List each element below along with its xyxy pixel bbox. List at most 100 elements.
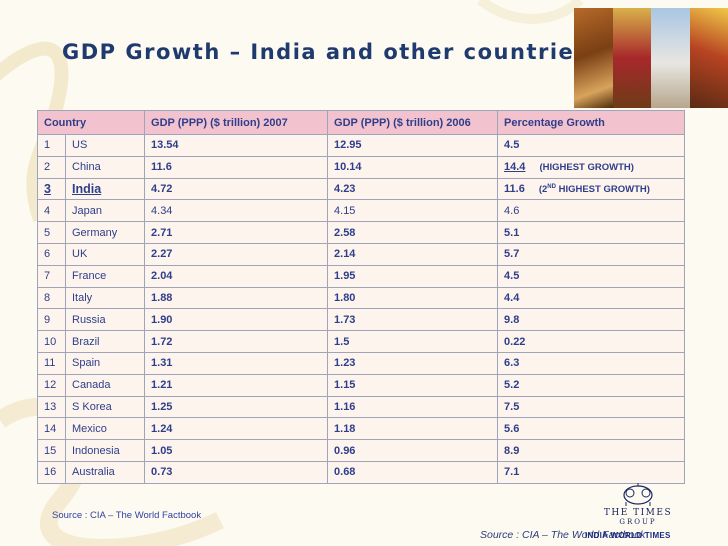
row-gdp-2006: 2.14 <box>327 242 499 266</box>
row-percentage-growth: 6.3 <box>497 351 686 375</box>
row-gdp-2006: 1.73 <box>327 308 499 332</box>
row-gdp-2006: 4.23 <box>327 177 499 201</box>
header-percentage-growth: Percentage Growth <box>497 110 686 135</box>
growth-note-suffix: HIGHEST GROWTH) <box>555 183 650 195</box>
dancer-photo <box>689 8 728 108</box>
row-percentage-growth: 11.6 (2ND HIGHEST GROWTH) <box>497 177 686 201</box>
row-percentage-growth: 8.9 <box>497 439 686 462</box>
row-gdp-2006: 1.16 <box>327 395 499 419</box>
growth-value: 4.5 <box>504 139 520 152</box>
row-gdp-2007: 0.73 <box>144 460 329 484</box>
growth-value: 7.5 <box>504 400 520 413</box>
row-number: 6 <box>37 242 66 266</box>
table-row: 13 S Korea 1.25 1.16 7.5 <box>37 395 686 419</box>
row-number: 5 <box>37 221 66 244</box>
row-number: 3 <box>37 177 66 201</box>
row-country: Germany <box>64 221 146 244</box>
header-gdp-2007: GDP (PPP) ($ trillion) 2007 <box>144 110 329 135</box>
row-gdp-2007: 1.31 <box>144 351 329 375</box>
row-percentage-growth: 0.22 <box>497 330 686 353</box>
row-gdp-2007: 1.88 <box>144 286 329 310</box>
row-country: Russia <box>64 308 146 332</box>
row-gdp-2007: 1.21 <box>144 373 329 397</box>
row-percentage-growth: 5.6 <box>497 417 686 441</box>
table-row: 9 Russia 1.90 1.73 9.8 <box>37 308 686 332</box>
row-percentage-growth: 4.6 <box>497 199 686 223</box>
row-gdp-2007: 1.05 <box>144 439 329 462</box>
row-country: Indonesia <box>64 439 146 462</box>
table-header-row: Country GDP (PPP) ($ trillion) 2007 GDP … <box>36 110 686 135</box>
growth-value: 9.8 <box>504 313 520 326</box>
row-country: Italy <box>64 286 146 310</box>
row-gdp-2006: 1.5 <box>327 330 499 353</box>
row-gdp-2006: 2.58 <box>327 221 499 244</box>
table-row: 5 Germany 2.71 2.58 5.1 <box>37 221 686 244</box>
growth-note-prefix: (2 <box>538 183 548 195</box>
table-row: 2 China 11.6 10.14 14.4 (HIGHEST GROWTH) <box>37 155 686 179</box>
row-gdp-2007: 4.34 <box>144 199 329 223</box>
row-number: 11 <box>37 351 66 375</box>
row-gdp-2007: 11.6 <box>144 155 329 179</box>
header-gdp-2006: GDP (PPP) ($ trillion) 2006 <box>327 110 499 135</box>
growth-value: 8.9 <box>504 444 520 457</box>
row-percentage-growth: 9.8 <box>497 308 686 332</box>
row-gdp-2007: 2.04 <box>144 264 329 288</box>
row-number: 14 <box>37 417 66 441</box>
row-country: Mexico <box>64 417 146 441</box>
row-gdp-2006: 1.80 <box>327 286 499 310</box>
table-row: 7 France 2.04 1.95 4.5 <box>37 264 686 288</box>
row-gdp-2007: 1.72 <box>144 330 329 353</box>
table-row: 15 Indonesia 1.05 0.96 8.9 <box>37 439 686 462</box>
row-country: Australia <box>64 460 146 484</box>
table-row: 12 Canada 1.21 1.15 5.2 <box>37 373 686 397</box>
growth-value: 5.6 <box>504 422 520 435</box>
table-row: 16 Australia 0.73 0.68 7.1 <box>37 460 686 484</box>
row-number: 12 <box>37 373 66 397</box>
row-gdp-2006: 1.15 <box>327 373 499 397</box>
times-group-logo: THE TIMES GROUP <box>598 482 678 532</box>
row-percentage-growth: 5.7 <box>497 242 686 266</box>
tiger-photo <box>574 8 613 108</box>
row-country: India <box>64 177 146 201</box>
row-gdp-2007: 2.27 <box>144 242 329 266</box>
row-percentage-growth: 7.5 <box>497 395 686 419</box>
row-gdp-2007: 1.90 <box>144 308 329 332</box>
row-gdp-2007: 4.72 <box>144 177 329 201</box>
photo-strip <box>574 8 728 108</box>
growth-value: 14.4 <box>504 161 526 174</box>
row-gdp-2007: 13.54 <box>144 134 329 157</box>
growth-value: 4.4 <box>504 291 520 304</box>
row-gdp-2006: 0.96 <box>327 439 499 462</box>
row-country: France <box>64 264 146 288</box>
row-gdp-2006: 4.15 <box>327 199 499 223</box>
row-gdp-2006: 12.95 <box>327 134 499 157</box>
row-percentage-growth: 5.2 <box>497 373 686 397</box>
row-country: China <box>64 155 146 179</box>
row-percentage-growth: 5.1 <box>497 221 686 244</box>
table-row: 14 Mexico 1.24 1.18 5.6 <box>37 417 686 441</box>
row-gdp-2006: 1.18 <box>327 417 499 441</box>
row-number: 16 <box>37 460 66 484</box>
taj-mahal-photo <box>651 8 690 108</box>
growth-value: 7.1 <box>504 466 520 479</box>
logo-line2: GROUP <box>619 518 657 526</box>
row-number: 13 <box>37 395 66 419</box>
growth-value: 6.3 <box>504 357 520 370</box>
growth-note-superscript: ND <box>547 183 556 190</box>
gdp-table: Country GDP (PPP) ($ trillion) 2007 GDP … <box>36 110 686 484</box>
growth-value: 5.1 <box>504 226 520 239</box>
table-row: 3 India 4.72 4.23 11.6 (2ND HIGHEST GROWTH) <box>37 177 686 201</box>
brand-tagline: INDIA WORLD TIMES <box>585 531 671 540</box>
row-gdp-2007: 1.24 <box>144 417 329 441</box>
table-row: 4 Japan 4.34 4.15 4.6 <box>37 199 686 223</box>
row-number: 7 <box>37 264 66 288</box>
page-title: GDP Growth – India and other countries <box>62 40 589 64</box>
row-country: Brazil <box>64 330 146 353</box>
row-number: 10 <box>37 330 66 353</box>
growth-value: 5.7 <box>504 248 520 261</box>
logo-line1: THE TIMES <box>603 508 673 518</box>
row-number: 9 <box>37 308 66 332</box>
table-row: 11 Spain 1.31 1.23 6.3 <box>37 351 686 375</box>
growth-note: (2ND HIGHEST GROWTH) <box>539 184 650 195</box>
table-row: 6 UK 2.27 2.14 5.7 <box>37 242 686 266</box>
